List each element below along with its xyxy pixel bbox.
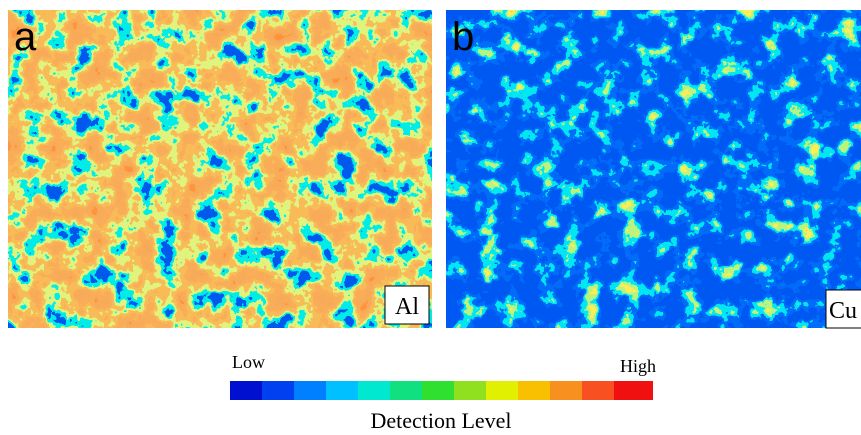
color-step	[358, 381, 391, 400]
color-step	[422, 381, 455, 400]
element-label: Al	[395, 294, 419, 320]
panel-label: a	[14, 15, 37, 59]
element-label: Cu	[829, 298, 857, 324]
color-step	[486, 381, 519, 400]
element-map	[8, 10, 432, 328]
color-step	[518, 381, 551, 400]
panel-label: b	[452, 15, 474, 59]
colorbar: Low High Detection Level	[230, 352, 656, 433]
color-step	[262, 381, 295, 400]
color-step	[454, 381, 487, 400]
color-step	[390, 381, 423, 400]
panel-a: a Al	[8, 10, 432, 328]
colorbar-scale	[230, 381, 653, 400]
element-box	[384, 285, 430, 325]
color-step	[550, 381, 583, 400]
colorbar-high: High	[620, 356, 656, 376]
color-step	[326, 381, 359, 400]
colorbar-title: Detection Level	[370, 408, 511, 433]
element-box	[825, 289, 861, 329]
color-step	[614, 381, 653, 400]
color-step	[294, 381, 327, 400]
color-step	[582, 381, 615, 400]
element-map	[446, 10, 861, 328]
color-step	[230, 381, 263, 400]
panel-b: b Cu	[446, 10, 861, 329]
colorbar-low: Low	[232, 352, 265, 372]
